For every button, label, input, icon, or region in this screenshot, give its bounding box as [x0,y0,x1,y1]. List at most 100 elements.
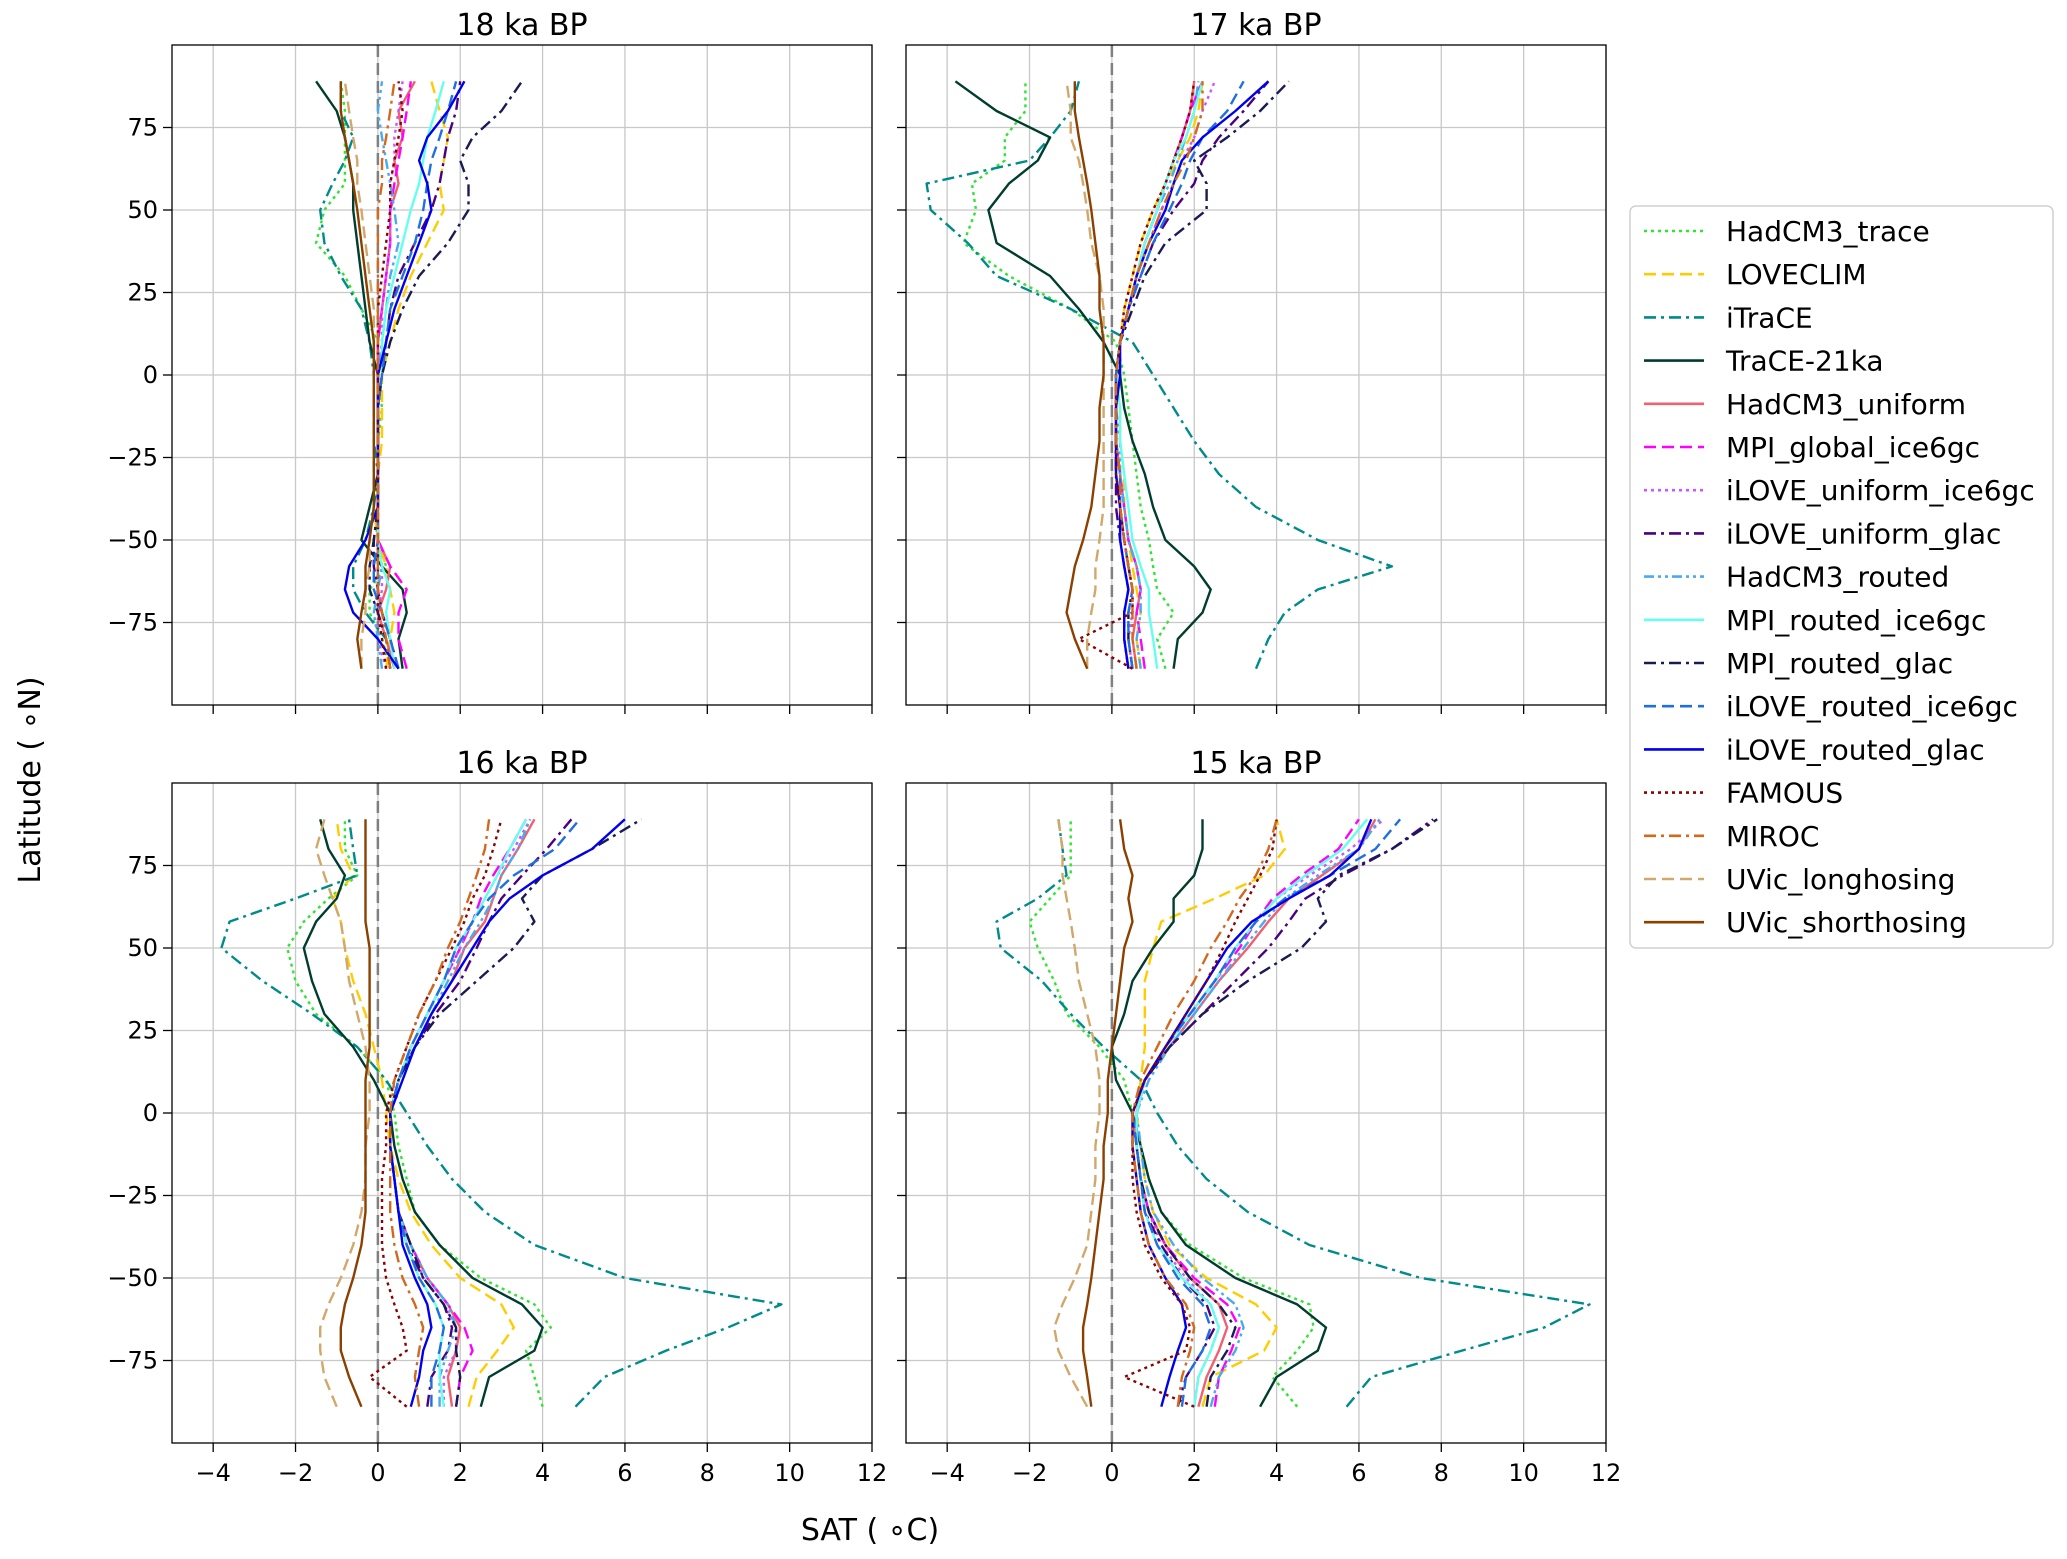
y-tick-label: −50 [107,1264,158,1292]
legend-label: MIROC [1726,820,1819,853]
legend-label: TraCE-21ka [1725,345,1884,378]
legend-label: iTraCE [1726,301,1813,334]
series-line-FAMOUS [1077,81,1196,670]
series-line-MPI_global_ice6gc [376,81,412,670]
panel-1: 75 50 25 0 −25 −50 −75 18 ka BP [107,8,873,714]
legend-label: iLOVE_routed_glac [1726,733,1985,766]
legend-item: UVic_shorthosing [1644,906,1967,939]
legend-item: LOVECLIM [1644,258,1867,291]
series-line-iLOVE_routed_ice6gc [372,80,458,670]
x-tick-label: 4 [535,1459,550,1487]
series-line-iLOVE_routed_ice6gc [389,818,581,1407]
legend-item: HadCM3_uniform [1644,388,1966,421]
series-line-iLOVE_routed_glac [1114,80,1270,669]
y-tick-label: −25 [107,1182,158,1210]
y-tick-label: 25 [127,279,158,307]
y-tick-label: −75 [107,1347,158,1375]
legend-label: HadCM3_uniform [1726,388,1966,421]
legend-item: MIROC [1644,820,1819,853]
x-tick-label: 0 [1104,1459,1119,1487]
series-line-MIROC [1131,818,1278,1407]
y-tick-label: 25 [127,1017,158,1045]
legend-item: FAMOUS [1644,777,1843,810]
legend-label: MPI_routed_ice6gc [1726,604,1986,637]
panel-4: −4 −2 0 2 4 6 8 10 12 15 ka BP [897,746,1621,1487]
series-line-MPI_routed_glac [368,80,523,669]
series-line-UVic_shorthosing [339,819,371,1408]
panel-title: 16 ka BP [456,746,587,781]
legend-label: UVic_shorthosing [1726,906,1967,939]
y-tick-label: 0 [143,361,158,389]
series-line-UVic_shorthosing [1065,81,1105,670]
legend-item: HadCM3_trace [1644,215,1930,248]
legend-frame [1629,205,2054,949]
x-tick-label: 6 [1351,1459,1366,1487]
x-tick-label: −4 [195,1459,230,1487]
series-line-UVic_shorthosing [339,81,375,669]
panels: 75 50 25 0 −25 −50 −75 18 ka BP 17 ka BP −4 −2 0 2 4 6… [107,8,1621,1487]
series-line-MPI_routed_glac [1114,80,1290,669]
x-tick-label: −4 [929,1459,964,1487]
legend-item: iLOVE_uniform_glac [1644,517,2001,550]
x-tick-label: 12 [857,1459,888,1487]
legend-item: HadCM3_routed [1644,561,1949,594]
series-line-iLOVE_uniform_glac [389,818,573,1407]
legend-item: iLOVE_uniform_ice6gc [1644,474,2035,507]
series-line-iTraCE [995,819,1591,1408]
y-tick-label: 75 [127,852,158,880]
series-group [314,80,523,670]
x-tick-label: 8 [1434,1459,1449,1487]
x-tick-label: 12 [1591,1459,1622,1487]
legend-item: iLOVE_routed_ice6gc [1644,690,2018,723]
series-line-UVic_longhosing [1053,819,1101,1408]
legend-item: iTraCE [1644,301,1813,334]
legend-label: FAMOUS [1726,777,1843,810]
panel-title: 15 ka BP [1190,746,1321,781]
series-line-UVic_shorthosing [1081,819,1134,1407]
legend-label: UVic_longhosing [1726,863,1955,896]
x-tick-label: −2 [278,1459,313,1487]
series-group [220,818,783,1408]
series-line-HadCM3_trace [962,81,1175,670]
series-group [995,818,1591,1408]
legend-label: MPI_global_ice6gc [1726,431,1980,464]
y-tick-label: 0 [143,1099,158,1127]
legend-label: iLOVE_routed_ice6gc [1726,690,2018,723]
series-line-UVic_longhosing [314,818,371,1408]
legend-label: LOVECLIM [1726,258,1867,291]
x-tick-label: 4 [1269,1459,1284,1487]
legend-label: MPI_routed_glac [1726,647,1953,680]
legend-item: TraCE-21ka [1644,345,1884,378]
panel-title: 17 ka BP [1190,8,1321,43]
x-tick-label: −2 [1012,1459,1047,1487]
y-tick-label: 50 [127,196,158,224]
x-tick-label: 10 [774,1459,805,1487]
series-line-MIROC [376,81,396,669]
legend: HadCM3_trace LOVECLIM iTraCE TraCE-21ka HadC… [1629,205,2054,949]
series-line-HadCM3_trace [286,819,552,1408]
x-tick-label: 2 [1187,1459,1202,1487]
series-line-HadCM3_trace [314,81,392,670]
y-tick-label: −75 [107,609,158,637]
series-line-LOVECLIM [1135,818,1286,1408]
panel-title: 18 ka BP [456,8,587,43]
legend-label: iLOVE_uniform_ice6gc [1726,474,2035,507]
legend-label: HadCM3_trace [1726,215,1930,248]
x-tick-label: 6 [617,1459,632,1487]
series-line-iLOVE_routed_ice6gc [1131,818,1402,1407]
legend-item: MPI_global_ice6gc [1644,431,1980,464]
series-group [925,80,1394,670]
y-axis-label: Latitude ( ∘N) [13,676,48,883]
series-line-iTraCE [220,819,783,1408]
panel-3: −4 −2 0 2 4 6 8 10 12 75 50 25 0 −25 −50 −75 16 ka BP [107,746,887,1487]
y-tick-label: −25 [107,444,158,472]
y-tick-label: −50 [107,526,158,554]
x-tick-label: 2 [453,1459,468,1487]
series-line-MIROC [389,819,491,1407]
x-tick-label: 10 [1508,1459,1539,1487]
series-line-iTraCE [925,80,1394,670]
y-tick-label: 75 [127,114,158,142]
panel-2: 17 ka BP [897,8,1607,714]
x-axis-label: SAT ( ∘C) [801,1513,939,1548]
